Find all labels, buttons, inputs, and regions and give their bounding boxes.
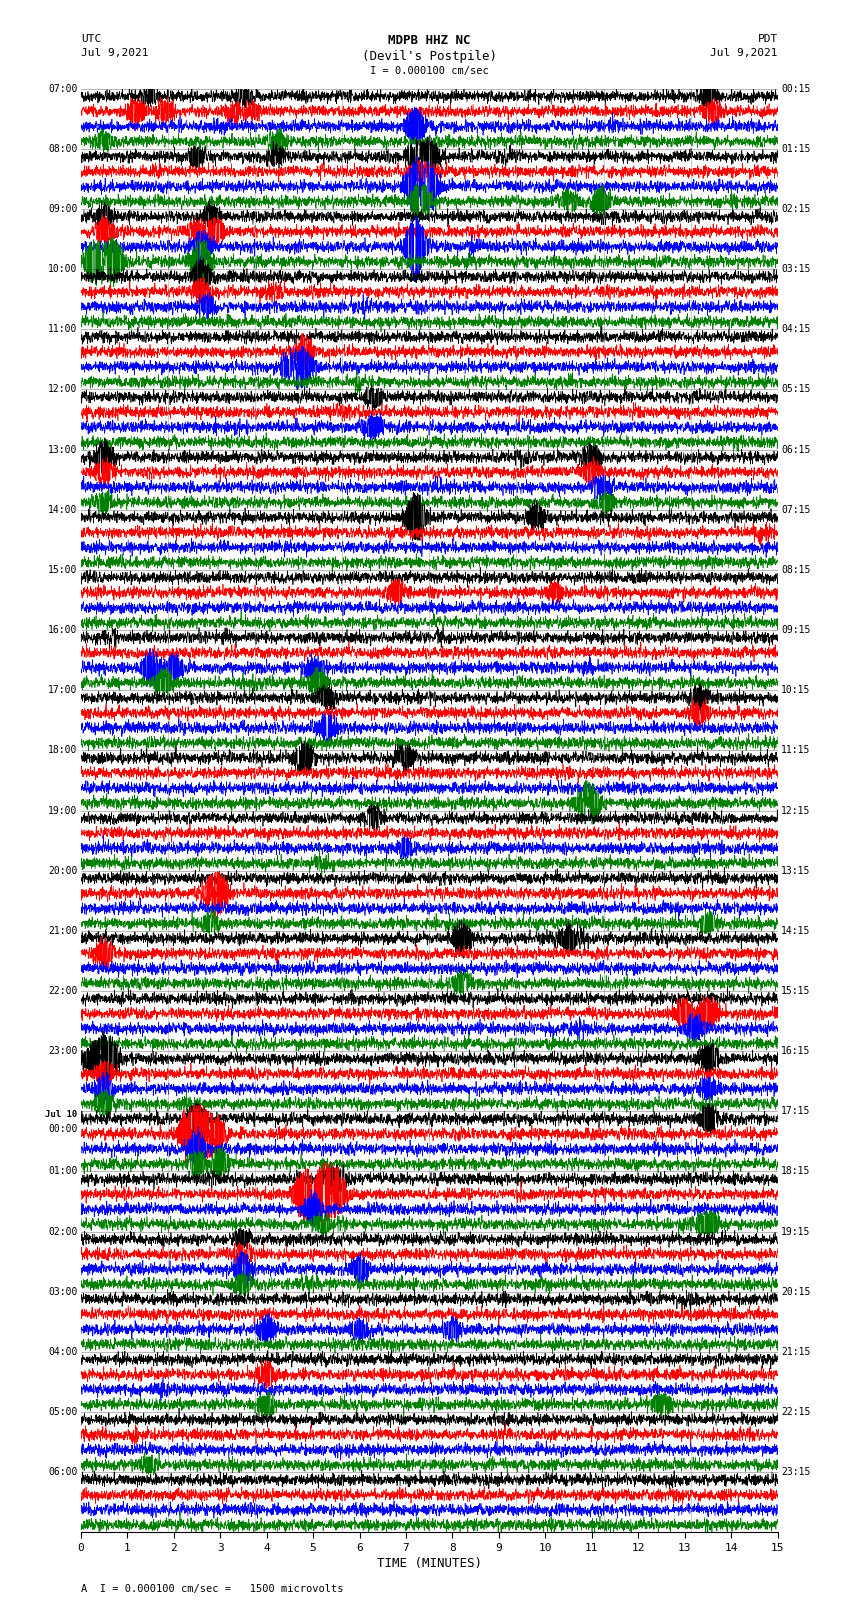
Text: 03:00: 03:00 — [48, 1287, 77, 1297]
Text: 20:00: 20:00 — [48, 866, 77, 876]
X-axis label: TIME (MINUTES): TIME (MINUTES) — [377, 1557, 482, 1569]
Text: 01:00: 01:00 — [48, 1166, 77, 1176]
Text: 14:00: 14:00 — [48, 505, 77, 515]
Text: 00:00: 00:00 — [48, 1124, 77, 1134]
Text: Jul 9,2021: Jul 9,2021 — [711, 48, 778, 58]
Text: I = 0.000100 cm/sec: I = 0.000100 cm/sec — [370, 66, 489, 76]
Text: MDPB HHZ NC: MDPB HHZ NC — [388, 34, 471, 47]
Text: A  I = 0.000100 cm/sec =   1500 microvolts: A I = 0.000100 cm/sec = 1500 microvolts — [81, 1584, 343, 1594]
Text: Jul 9,2021: Jul 9,2021 — [81, 48, 148, 58]
Text: 18:00: 18:00 — [48, 745, 77, 755]
Text: 09:00: 09:00 — [48, 203, 77, 215]
Text: 02:15: 02:15 — [781, 203, 811, 215]
Text: 05:15: 05:15 — [781, 384, 811, 395]
Text: 21:15: 21:15 — [781, 1347, 811, 1357]
Text: 19:00: 19:00 — [48, 805, 77, 816]
Text: 15:00: 15:00 — [48, 565, 77, 574]
Text: 11:00: 11:00 — [48, 324, 77, 334]
Text: 02:00: 02:00 — [48, 1226, 77, 1237]
Text: 10:00: 10:00 — [48, 265, 77, 274]
Text: 16:00: 16:00 — [48, 626, 77, 636]
Text: (Devil's Postpile): (Devil's Postpile) — [362, 50, 496, 63]
Text: 13:00: 13:00 — [48, 445, 77, 455]
Text: 05:00: 05:00 — [48, 1407, 77, 1418]
Text: 11:15: 11:15 — [781, 745, 811, 755]
Text: 12:15: 12:15 — [781, 805, 811, 816]
Text: 07:15: 07:15 — [781, 505, 811, 515]
Text: 17:15: 17:15 — [781, 1107, 811, 1116]
Text: 20:15: 20:15 — [781, 1287, 811, 1297]
Text: 04:00: 04:00 — [48, 1347, 77, 1357]
Text: 00:15: 00:15 — [781, 84, 811, 94]
Text: 14:15: 14:15 — [781, 926, 811, 936]
Text: 19:15: 19:15 — [781, 1226, 811, 1237]
Text: 16:15: 16:15 — [781, 1047, 811, 1057]
Text: 09:15: 09:15 — [781, 626, 811, 636]
Text: 08:00: 08:00 — [48, 144, 77, 153]
Text: 03:15: 03:15 — [781, 265, 811, 274]
Text: 21:00: 21:00 — [48, 926, 77, 936]
Text: UTC: UTC — [81, 34, 101, 44]
Text: 12:00: 12:00 — [48, 384, 77, 395]
Text: 10:15: 10:15 — [781, 686, 811, 695]
Text: 22:15: 22:15 — [781, 1407, 811, 1418]
Text: 15:15: 15:15 — [781, 986, 811, 995]
Text: 07:00: 07:00 — [48, 84, 77, 94]
Text: 06:00: 06:00 — [48, 1468, 77, 1478]
Text: 06:15: 06:15 — [781, 445, 811, 455]
Text: 22:00: 22:00 — [48, 986, 77, 995]
Text: 18:15: 18:15 — [781, 1166, 811, 1176]
Text: Jul 10: Jul 10 — [45, 1110, 77, 1119]
Text: 17:00: 17:00 — [48, 686, 77, 695]
Text: 23:15: 23:15 — [781, 1468, 811, 1478]
Text: 23:00: 23:00 — [48, 1047, 77, 1057]
Text: 13:15: 13:15 — [781, 866, 811, 876]
Text: 08:15: 08:15 — [781, 565, 811, 574]
Text: 04:15: 04:15 — [781, 324, 811, 334]
Text: 01:15: 01:15 — [781, 144, 811, 153]
Text: PDT: PDT — [757, 34, 778, 44]
